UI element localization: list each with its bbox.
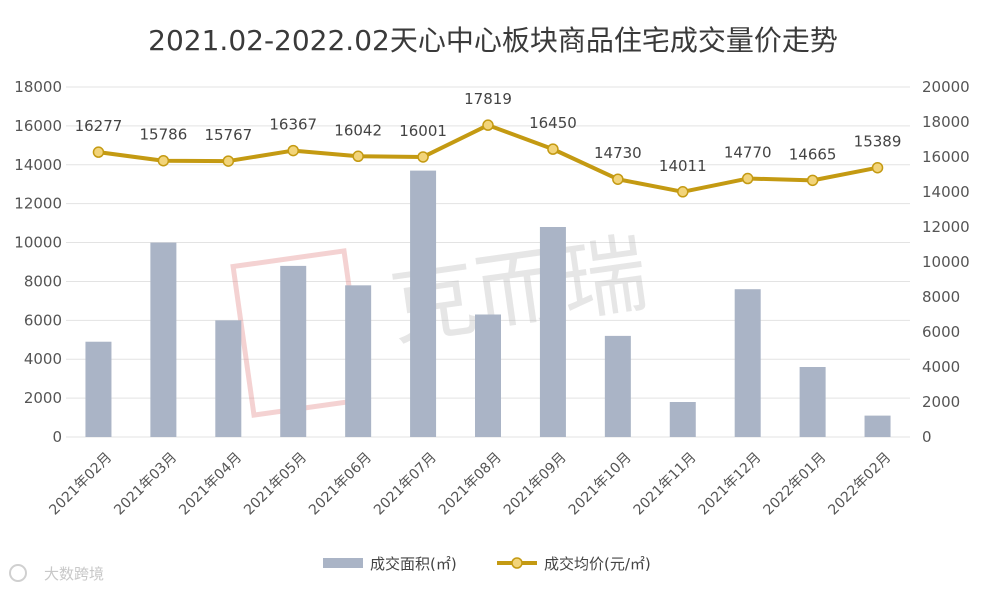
- y-right-tick-label: 6000: [922, 323, 960, 341]
- y-left-tick-label: 6000: [24, 311, 62, 329]
- y-left-tick-label: 16000: [14, 117, 62, 135]
- bar: [475, 314, 501, 437]
- data-label: 16277: [75, 117, 123, 135]
- y-axis-left: 0 2000 4000 6000 8000 10000 12000 14000 16000 180…: [14, 78, 62, 446]
- x-tick-label: 2022年02月: [825, 450, 894, 519]
- line-point: [92, 146, 105, 158]
- line-point: [222, 155, 235, 167]
- x-tick-label: 2021年10月: [566, 450, 635, 519]
- y-right-tick-label: 0: [922, 428, 932, 446]
- y-right-tick-label: 20000: [922, 78, 970, 96]
- y-right-tick-label: 2000: [922, 393, 960, 411]
- bar: [345, 285, 372, 437]
- corner-watermark: 大数跨境: [9, 564, 104, 583]
- y-axis-right: 0 2000 4000 6000 8000 10000 12000 14000 16000 180…: [922, 78, 970, 446]
- y-left-tick-label: 14000: [14, 156, 62, 174]
- legend-bar-label: 成交面积(㎡): [370, 555, 457, 573]
- data-label: 14011: [659, 157, 707, 175]
- y-right-tick-label: 14000: [922, 183, 970, 201]
- y-left-tick-label: 0: [52, 428, 62, 446]
- bar: [539, 227, 566, 437]
- y-right-tick-label: 8000: [922, 288, 960, 306]
- x-tick-label: 2021年07月: [371, 450, 440, 519]
- bar: [864, 415, 891, 437]
- y-right-tick-label: 18000: [922, 113, 970, 131]
- x-tick-label: 2021年12月: [696, 450, 765, 519]
- line-point: [417, 151, 429, 163]
- x-tick-label: 2021年05月: [241, 450, 310, 519]
- data-label: 14665: [789, 145, 837, 163]
- data-label: 16450: [529, 114, 577, 132]
- data-label: 15786: [140, 126, 188, 144]
- data-label: 15389: [854, 133, 902, 151]
- bar: [150, 242, 177, 437]
- data-label: 14770: [724, 144, 772, 162]
- line-point: [352, 150, 364, 163]
- bar: [410, 170, 437, 437]
- bar: [604, 335, 631, 437]
- y-right-tick-label: 10000: [922, 253, 970, 271]
- x-axis: 2021年02月2021年03月2021年04月2021年05月2021年06月…: [46, 450, 894, 519]
- line-point: [157, 154, 170, 167]
- line-point: [741, 172, 754, 185]
- y-right-tick-label: 4000: [922, 358, 960, 376]
- x-tick-label: 2021年03月: [111, 450, 180, 519]
- line-point: [482, 119, 494, 131]
- x-tick-label: 2021年09月: [501, 450, 570, 519]
- data-label: 16367: [269, 116, 317, 134]
- corner-watermark-text: 大数跨境: [44, 565, 104, 583]
- data-labels: 16277 15786 15767 16367 16042 16001 17819 16450…: [75, 90, 902, 175]
- data-label: 16042: [334, 121, 382, 139]
- data-label: 14730: [594, 144, 642, 162]
- x-tick-label: 2022年01月: [761, 450, 830, 519]
- bar-series: [85, 170, 891, 437]
- data-label: 17819: [464, 90, 512, 108]
- y-left-tick-label: 10000: [14, 234, 62, 252]
- line-point: [677, 186, 689, 198]
- line-point: [547, 143, 559, 155]
- data-label: 15767: [204, 126, 252, 144]
- legend-line-label: 成交均价(元/㎡): [544, 555, 651, 573]
- y-right-tick-label: 16000: [922, 148, 970, 166]
- bar: [734, 289, 761, 437]
- line-series: [92, 119, 884, 198]
- legend: 成交面积(㎡) 成交均价(元/㎡): [323, 555, 651, 573]
- bar: [85, 341, 112, 437]
- bar: [215, 320, 242, 437]
- x-tick-label: 2021年04月: [176, 450, 245, 519]
- y-left-tick-label: 8000: [24, 272, 62, 290]
- x-tick-label: 2021年08月: [436, 450, 505, 519]
- line-point: [871, 161, 884, 174]
- x-tick-label: 2021年06月: [306, 450, 375, 519]
- y-left-tick-label: 2000: [24, 389, 62, 407]
- chart-title: 2021.02-2022.02天心中心板块商品住宅成交量价走势: [148, 24, 838, 57]
- y-left-tick-label: 12000: [14, 195, 62, 213]
- data-label: 16001: [399, 122, 447, 140]
- x-tick-label: 2021年11月: [631, 450, 700, 519]
- line-point: [287, 144, 299, 157]
- line-point: [612, 173, 624, 185]
- y-left-tick-label: 18000: [14, 78, 62, 96]
- bar: [669, 402, 696, 437]
- legend-bar-swatch: [323, 558, 363, 568]
- y-right-tick-label: 12000: [922, 218, 970, 236]
- corner-logo-icon: [9, 564, 27, 582]
- line-point: [806, 174, 819, 187]
- x-tick-label: 2021年02月: [46, 450, 115, 519]
- bar: [799, 367, 826, 437]
- legend-line-marker: [511, 557, 523, 569]
- y-left-tick-label: 4000: [24, 350, 62, 368]
- bar: [280, 265, 307, 437]
